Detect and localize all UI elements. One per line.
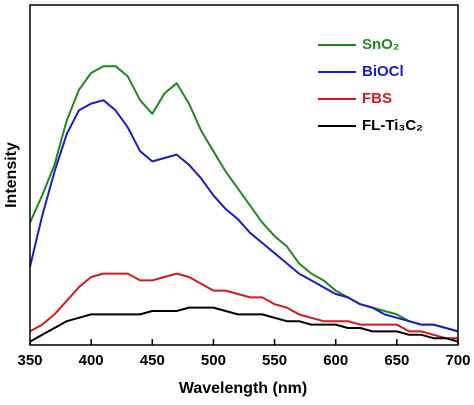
legend-label: SnO₂ (362, 36, 400, 53)
x-tick-label: 600 (323, 352, 348, 369)
x-tick-label: 700 (445, 352, 470, 369)
data-line (29, 306, 459, 343)
x-axis-title: Wavelength (nm) (179, 380, 307, 397)
data-line (29, 99, 459, 333)
data-line (29, 272, 458, 340)
x-tick-label: 350 (17, 352, 42, 369)
x-tick-label: 400 (79, 352, 104, 369)
legend-label: FL-Ti₃C₂ (362, 117, 423, 134)
x-tick-label: 450 (140, 352, 165, 369)
plot-frame (29, 4, 459, 346)
data-line (29, 65, 459, 333)
x-tick-label: 500 (201, 352, 226, 369)
x-tick-label: 650 (384, 352, 409, 369)
legend-label: BiOCl (362, 63, 404, 80)
y-axis-title: Intensity (3, 142, 20, 208)
x-tick-label: 550 (262, 352, 287, 369)
legend-label: FBS (362, 90, 392, 107)
